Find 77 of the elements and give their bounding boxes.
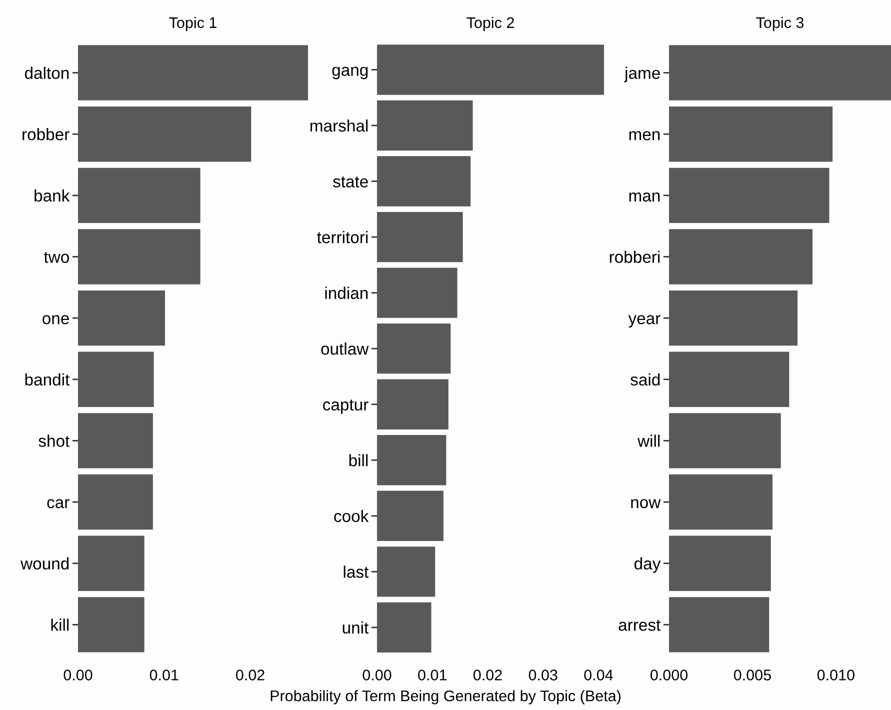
y-tick-label: man [629, 192, 660, 202]
bar [669, 413, 781, 468]
y-tick-label: will [637, 434, 660, 447]
bar [377, 212, 463, 262]
chart-title: Topic 3 [756, 16, 804, 32]
x-tick-label: 0.000 [650, 670, 688, 680]
y-tick-label: cook [334, 510, 369, 522]
y-tick-label: robber [22, 128, 70, 140]
bar [377, 268, 458, 318]
bar [78, 352, 154, 407]
bar [377, 490, 444, 541]
x-axis-title: Probability of Term Being Generated by Topic (Beta) [270, 690, 620, 704]
bar [669, 474, 772, 530]
bar [669, 106, 833, 162]
bar [377, 435, 446, 486]
bar [78, 290, 166, 346]
x-tick-label: 0.00 [64, 670, 92, 680]
bar [377, 100, 473, 151]
y-tick-label: day [634, 557, 661, 573]
bar [669, 597, 770, 652]
x-tick-label: 0.02 [236, 670, 264, 680]
bar [78, 106, 252, 162]
bar [669, 168, 830, 224]
y-tick-label: marshal [310, 119, 368, 132]
y-tick-label: men [629, 131, 660, 140]
bar [669, 229, 813, 284]
y-tick-label: wound [20, 557, 69, 570]
y-tick-label: captur [323, 400, 368, 414]
bar [377, 44, 604, 95]
y-tick-label: now [631, 499, 661, 508]
x-tick-label: 0.01 [418, 670, 446, 680]
y-tick-label: dalton [24, 66, 69, 79]
bar [377, 379, 448, 430]
y-tick-label: last [344, 566, 369, 578]
bar [78, 229, 200, 284]
bar [78, 597, 144, 652]
x-tick-label: 0.02 [473, 670, 502, 680]
bar [377, 323, 451, 374]
y-tick-label: state [333, 176, 368, 188]
bar [377, 156, 471, 206]
bar [669, 290, 798, 346]
x-tick-label: 0.005 [734, 670, 771, 680]
bar [78, 45, 308, 100]
x-tick-label: 0.010 [817, 670, 854, 680]
chart-title: Topic 1 [169, 16, 216, 32]
y-tick-label: two [44, 252, 69, 263]
x-tick-label: 0.03 [528, 670, 558, 680]
bar [78, 474, 153, 530]
bar [669, 352, 790, 407]
y-tick-label: bill [349, 454, 368, 466]
y-tick-label: kill [51, 618, 69, 631]
x-tick-label: 0.00 [362, 670, 392, 680]
y-tick-label: gang [332, 66, 368, 80]
y-tick-label: robberi [610, 250, 660, 263]
y-tick-label: year [628, 315, 660, 328]
y-tick-label: car [47, 499, 70, 508]
y-tick-label: bandit [25, 373, 70, 386]
chart-title: Topic 2 [466, 16, 514, 32]
y-tick-label: one [42, 315, 69, 324]
x-tick-label: 0.04 [584, 670, 613, 680]
bar [78, 168, 200, 224]
bar [377, 602, 432, 653]
bar [78, 413, 153, 468]
y-tick-label: unit [342, 621, 369, 634]
bar [377, 546, 436, 597]
bar [78, 536, 144, 591]
y-tick-label: bank [34, 189, 70, 202]
y-tick-label: shot [38, 434, 70, 447]
y-tick-label: said [630, 373, 660, 386]
y-tick-label: territori [317, 231, 368, 244]
bar [669, 536, 771, 591]
y-tick-label: jame [624, 66, 660, 82]
bar [669, 45, 891, 100]
y-tick-label: outlaw [321, 342, 369, 355]
y-tick-label: arrest [618, 620, 661, 631]
x-tick-label: 0.01 [150, 670, 178, 680]
y-tick-label: indian [325, 286, 368, 300]
